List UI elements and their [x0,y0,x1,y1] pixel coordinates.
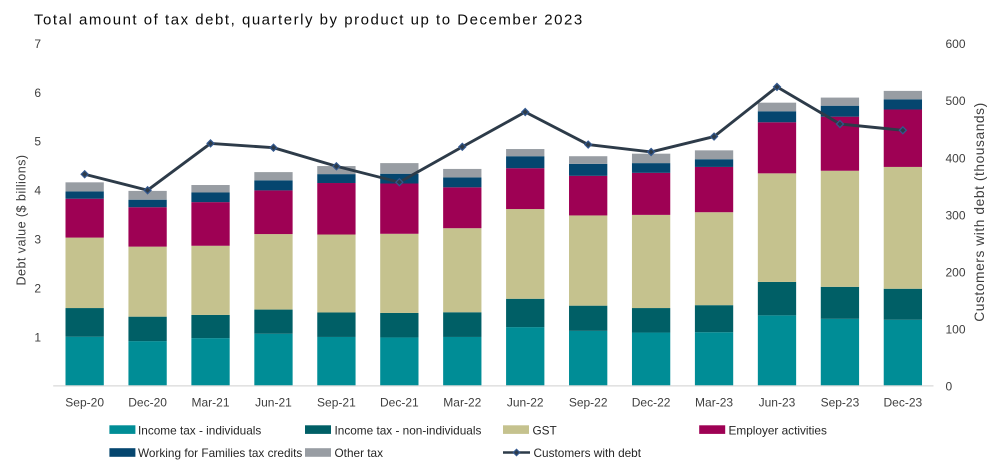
svg-text:Dec-21: Dec-21 [380,396,419,410]
svg-text:Dec-22: Dec-22 [632,396,671,410]
svg-text:1: 1 [34,330,41,344]
svg-text:Sep-21: Sep-21 [317,396,356,410]
svg-text:200: 200 [946,265,966,279]
svg-text:Mar-21: Mar-21 [192,396,230,410]
svg-text:Other tax: Other tax [335,446,384,460]
svg-text:Income tax - individuals: Income tax - individuals [138,423,261,437]
svg-text:Dec-23: Dec-23 [884,396,923,410]
svg-text:Total amount of tax debt, quar: Total amount of tax debt, quarterly by p… [34,12,584,29]
svg-text:Jun-21: Jun-21 [255,396,292,410]
svg-text:5: 5 [34,135,41,149]
svg-text:3: 3 [34,233,41,247]
svg-text:Sep-23: Sep-23 [821,396,860,410]
svg-text:4: 4 [34,184,41,198]
svg-text:Sep-20: Sep-20 [65,396,104,410]
svg-text:400: 400 [946,151,966,165]
svg-text:300: 300 [946,208,966,222]
svg-text:Mar-22: Mar-22 [443,396,481,410]
svg-text:Debt value ($ billions): Debt value ($ billions) [15,155,29,286]
svg-text:Sep-22: Sep-22 [569,396,608,410]
svg-text:Jun-22: Jun-22 [507,396,544,410]
svg-text:500: 500 [946,94,966,108]
svg-text:0: 0 [946,380,953,394]
svg-text:Customers with debt: Customers with debt [534,446,642,460]
svg-text:Employer activities: Employer activities [729,423,827,437]
svg-text:6: 6 [34,86,41,100]
svg-text:2: 2 [34,281,41,295]
svg-text:Customers with debt (thousands: Customers with debt (thousands) [972,102,987,322]
svg-text:600: 600 [946,37,966,51]
svg-text:Working for Families tax credi: Working for Families tax credits [138,446,302,460]
svg-text:100: 100 [946,323,966,337]
svg-text:Dec-20: Dec-20 [128,396,167,410]
svg-text:Jun-23: Jun-23 [759,396,796,410]
svg-text:Income tax - non-individuals: Income tax - non-individuals [335,423,482,437]
svg-text:GST: GST [533,423,557,437]
svg-text:7: 7 [34,37,41,51]
svg-text:Mar-23: Mar-23 [695,396,733,410]
